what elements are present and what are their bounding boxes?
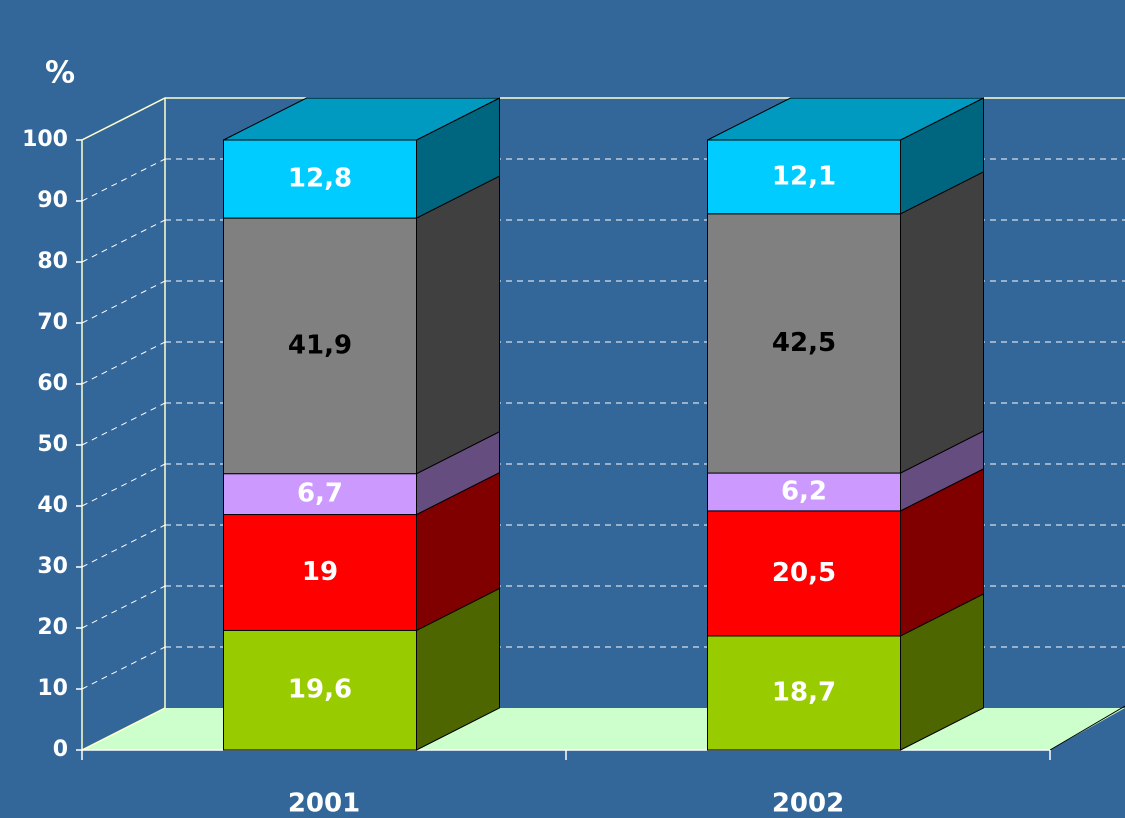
bar [223, 217, 417, 475]
bar [223, 514, 417, 631]
y-tick-label: 70 [37, 310, 68, 335]
value-label: 12,1 [772, 161, 836, 191]
value-label: 6,2 [781, 476, 827, 506]
y-tick-label: 60 [37, 371, 68, 396]
wall-edge [81, 707, 166, 751]
bar [707, 139, 901, 215]
value-label: 18,7 [772, 677, 836, 707]
grid-line [81, 463, 166, 507]
x-tick-label: 2002 [772, 789, 844, 818]
grid-line [81, 341, 166, 385]
value-label: 42,5 [772, 328, 836, 358]
value-label: 20,5 [772, 558, 836, 588]
grid-line [81, 402, 166, 446]
bar-side [900, 170, 984, 474]
y-tick-label: 30 [37, 554, 68, 579]
floor-edge [1049, 705, 1125, 751]
grid-line [81, 280, 166, 324]
y-tick-label: 40 [37, 493, 68, 518]
y-tick-label: 50 [37, 432, 68, 457]
bar [223, 139, 417, 219]
bar [223, 473, 417, 516]
y-tick-label: 20 [37, 615, 68, 640]
grid-line [81, 524, 166, 568]
bar-side [416, 175, 500, 475]
y-tick-label: 100 [22, 127, 68, 152]
y-tick-label: 0 [53, 737, 68, 762]
bar [223, 629, 417, 751]
grid-line [81, 219, 166, 263]
y-axis-label: % [45, 56, 75, 91]
y-tick-label: 90 [37, 188, 68, 213]
bar [707, 510, 901, 637]
value-label: 6,7 [297, 479, 343, 509]
value-label: 19 [302, 557, 338, 587]
bar [707, 213, 901, 474]
grid-line [81, 158, 166, 202]
y-tick-label: 10 [37, 676, 68, 701]
value-label: 12,8 [288, 164, 352, 194]
grid-line [81, 646, 166, 690]
x-tick-label: 2001 [288, 789, 360, 818]
y-tick-label: 80 [37, 249, 68, 274]
value-label: 41,9 [288, 330, 352, 360]
grid-line [81, 585, 166, 629]
bar [707, 472, 901, 512]
value-label: 19,6 [288, 675, 352, 705]
bar [707, 635, 901, 751]
